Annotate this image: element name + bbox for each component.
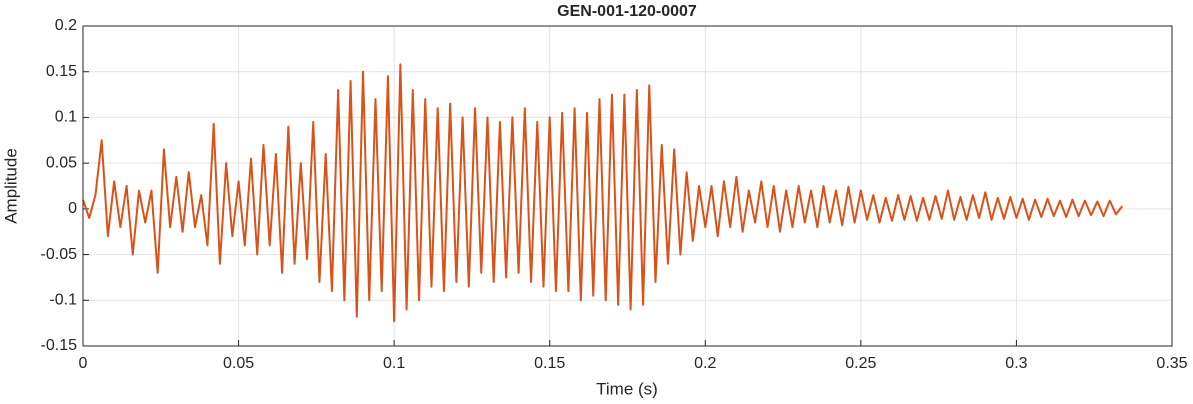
y-tick-label: -0.1 xyxy=(49,292,77,309)
y-tick-label: 0 xyxy=(68,200,77,217)
x-tick-label: 0.15 xyxy=(534,355,565,372)
y-tick-label: 0.2 xyxy=(55,17,77,34)
waveform-line xyxy=(82,63,1124,323)
y-tick-label: -0.15 xyxy=(41,337,78,354)
y-tick-label: -0.05 xyxy=(41,246,78,263)
x-tick-label: 0.05 xyxy=(223,355,254,372)
x-axis-label: Time (s) xyxy=(596,379,658,398)
x-tick-label: 0.35 xyxy=(1156,355,1187,372)
x-tick-label: 0.1 xyxy=(383,355,405,372)
x-tick-label: 0.25 xyxy=(845,355,876,372)
y-tick-label: 0.15 xyxy=(46,63,77,80)
plot-frame xyxy=(82,25,1173,347)
x-tick-label: 0.3 xyxy=(1005,355,1027,372)
y-tick-label: 0.05 xyxy=(46,154,77,171)
x-tick-label: 0.2 xyxy=(694,355,716,372)
chart-title: GEN-001-120-0007 xyxy=(557,3,697,20)
x-tick-label: 0 xyxy=(79,355,88,372)
y-axis-label: Amplitude xyxy=(1,148,20,224)
y-tick-label: 0.1 xyxy=(55,109,77,126)
